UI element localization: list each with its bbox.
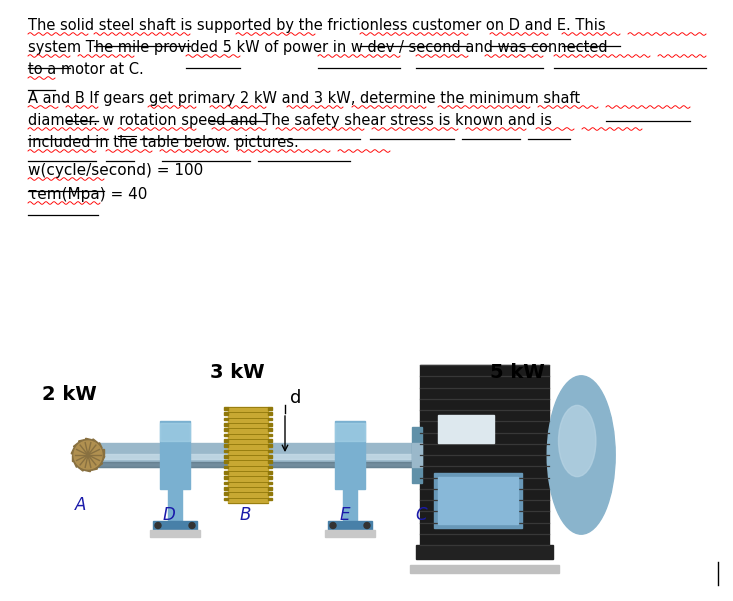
Bar xyxy=(268,455,272,458)
Bar xyxy=(268,471,272,474)
Bar xyxy=(224,423,228,426)
Bar xyxy=(224,492,228,495)
Ellipse shape xyxy=(559,405,596,477)
Bar xyxy=(416,545,553,559)
Bar xyxy=(412,427,422,483)
Bar xyxy=(153,521,197,530)
Bar xyxy=(268,423,272,426)
Text: C: C xyxy=(415,506,427,524)
Bar xyxy=(224,434,228,436)
Bar xyxy=(224,439,228,442)
Text: to a motor at C.: to a motor at C. xyxy=(28,62,144,77)
Text: 3 kW: 3 kW xyxy=(210,363,265,382)
Bar xyxy=(343,489,357,521)
Bar xyxy=(412,443,422,467)
Bar xyxy=(268,450,272,453)
Polygon shape xyxy=(78,465,85,471)
Bar xyxy=(268,429,272,431)
Circle shape xyxy=(74,441,102,469)
Bar xyxy=(268,466,272,468)
Text: A and B If gears get primary 2 kW and 3 kW, determine the minimum shaft: A and B If gears get primary 2 kW and 3 … xyxy=(28,91,580,106)
Bar xyxy=(224,471,228,474)
Bar xyxy=(325,530,375,537)
Polygon shape xyxy=(74,460,80,467)
Bar xyxy=(268,418,272,420)
Bar xyxy=(224,429,228,431)
Bar xyxy=(224,444,228,447)
Polygon shape xyxy=(85,438,92,443)
Ellipse shape xyxy=(548,376,615,534)
Bar xyxy=(420,365,549,545)
Bar xyxy=(268,481,272,484)
Circle shape xyxy=(364,522,370,528)
Polygon shape xyxy=(91,439,97,445)
Bar xyxy=(78,443,485,467)
Bar xyxy=(160,421,190,489)
Bar xyxy=(438,415,494,443)
Bar xyxy=(410,565,559,573)
Polygon shape xyxy=(91,466,97,471)
Bar xyxy=(150,530,200,537)
Bar xyxy=(224,455,228,458)
Polygon shape xyxy=(100,449,104,455)
Circle shape xyxy=(155,522,161,528)
Bar xyxy=(328,521,372,530)
Text: included in the table below. pictures.: included in the table below. pictures. xyxy=(28,135,299,150)
Polygon shape xyxy=(71,448,77,455)
Text: τem(Mpa) = 40: τem(Mpa) = 40 xyxy=(28,187,147,202)
Bar xyxy=(268,412,272,415)
Bar xyxy=(268,487,272,490)
Bar xyxy=(224,487,228,490)
Bar xyxy=(438,477,518,524)
Bar xyxy=(268,444,272,447)
Bar xyxy=(78,462,485,467)
Text: system The mile provided 5 kW of power in w dev / second and was connected: system The mile provided 5 kW of power i… xyxy=(28,40,608,55)
Bar xyxy=(224,407,228,410)
Polygon shape xyxy=(73,443,81,449)
Circle shape xyxy=(330,522,336,528)
Bar xyxy=(268,407,272,410)
Polygon shape xyxy=(73,455,75,461)
Bar xyxy=(434,473,523,528)
Text: d: d xyxy=(290,389,301,407)
Bar xyxy=(224,418,228,420)
Text: D: D xyxy=(163,506,176,524)
Text: w(cycle/second) = 100: w(cycle/second) = 100 xyxy=(28,163,203,178)
Bar xyxy=(78,454,485,459)
Polygon shape xyxy=(97,443,102,450)
Bar xyxy=(224,477,228,479)
Circle shape xyxy=(189,522,195,528)
Polygon shape xyxy=(78,440,85,444)
Polygon shape xyxy=(99,455,105,462)
Text: A: A xyxy=(75,496,86,514)
Bar xyxy=(168,489,182,521)
Bar xyxy=(268,460,272,463)
Bar xyxy=(268,498,272,501)
Bar xyxy=(268,492,272,495)
Bar xyxy=(268,477,272,479)
Text: 2 kW: 2 kW xyxy=(42,385,97,404)
Bar xyxy=(224,466,228,468)
Text: The solid steel shaft is supported by the frictionless customer on D and E. This: The solid steel shaft is supported by th… xyxy=(28,18,605,33)
Text: E: E xyxy=(340,506,350,524)
Bar xyxy=(224,460,228,463)
Bar xyxy=(160,423,190,441)
Bar xyxy=(224,412,228,415)
Polygon shape xyxy=(95,461,103,468)
Bar xyxy=(224,498,228,501)
Bar xyxy=(224,450,228,453)
Text: 5 kW: 5 kW xyxy=(490,363,545,382)
Polygon shape xyxy=(84,467,91,472)
Bar xyxy=(268,439,272,442)
Bar xyxy=(228,407,268,503)
Text: B: B xyxy=(240,506,251,524)
Bar xyxy=(224,481,228,484)
Bar xyxy=(268,434,272,436)
Bar xyxy=(335,423,365,441)
Text: diameter. w rotation speed and The safety shear stress is known and is: diameter. w rotation speed and The safet… xyxy=(28,113,552,128)
Bar xyxy=(335,421,365,489)
